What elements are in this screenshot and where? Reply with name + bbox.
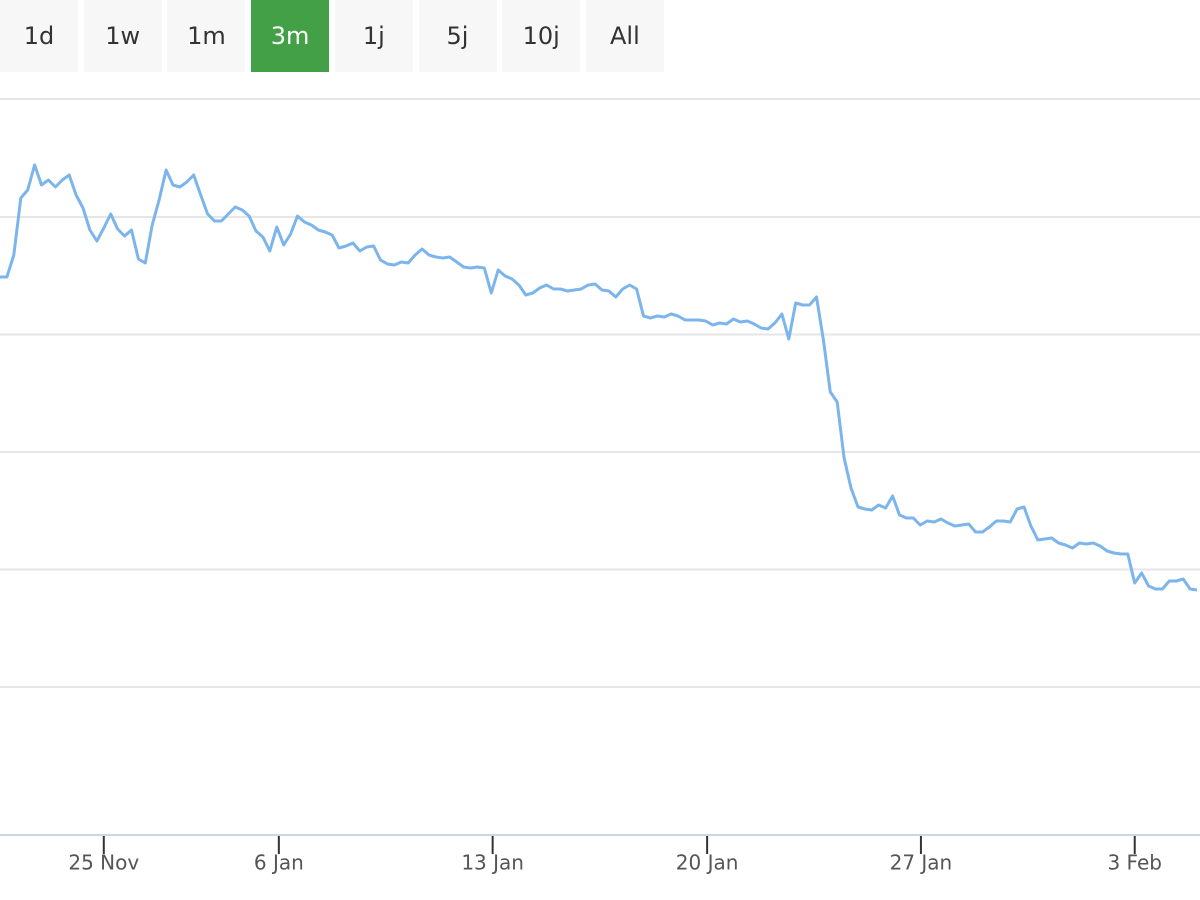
x-tick-label: 27 Jan	[890, 851, 953, 875]
price-line	[0, 163, 1198, 592]
x-tick-label: 20 Jan	[676, 851, 739, 875]
x-tick-label: 13 Jan	[461, 851, 524, 875]
range-button[interactable]: 1j	[334, 0, 413, 72]
range-button[interactable]: 1d	[0, 0, 78, 72]
range-button[interactable]: 10j	[502, 0, 581, 72]
range-button[interactable]: 3m	[251, 0, 330, 72]
range-button[interactable]: All	[585, 0, 664, 72]
x-tick-label: 25 Nov	[68, 851, 139, 875]
range-button[interactable]: 1m	[167, 0, 246, 72]
x-tick-label: 6 Jan	[254, 851, 304, 875]
range-button[interactable]: 1w	[83, 0, 162, 72]
range-button[interactable]: 5j	[418, 0, 497, 72]
x-tick-label: 3 Feb	[1107, 851, 1162, 875]
